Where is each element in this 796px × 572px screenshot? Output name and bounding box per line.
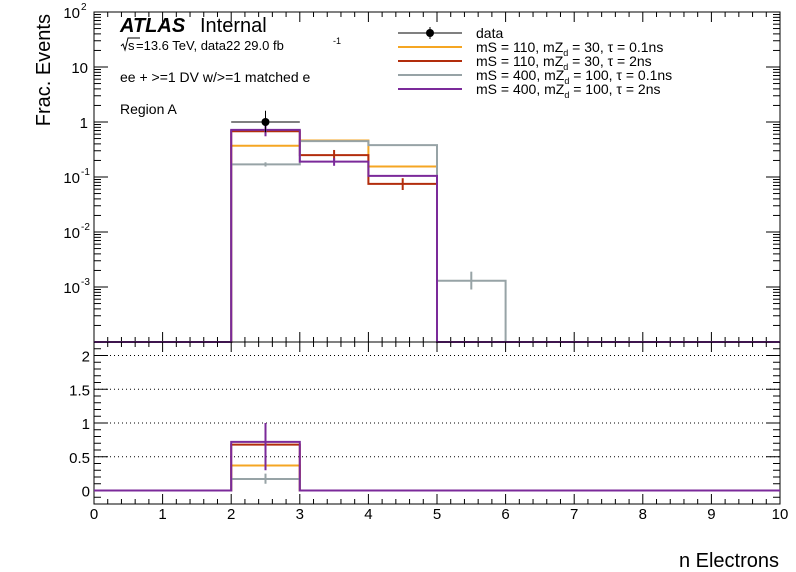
upper-y-tick-label: 10 <box>63 225 80 242</box>
status-label: Internal <box>200 15 267 37</box>
lumi-exponent: -1 <box>333 36 341 46</box>
x-tick-label: 7 <box>570 506 578 523</box>
x-axis-title: n Electrons <box>679 550 779 572</box>
region-label: Region A <box>120 101 177 117</box>
upper-y-tick-label: 10 <box>63 280 80 297</box>
legend-entry-0-label: data <box>476 25 503 41</box>
selection-label: ee + >=1 DV w/>=1 matched e <box>120 69 311 85</box>
upper-y-tick-label: 10 <box>63 5 80 22</box>
lower-histograms <box>94 423 780 492</box>
x-tick-label: 8 <box>639 506 647 523</box>
x-tick-label: 2 <box>227 506 235 523</box>
upper-y-tick-exponent: -3 <box>81 277 90 288</box>
x-tick-label: 10 <box>772 506 789 523</box>
energy-text: =13.6 TeV, data22 29.0 fb <box>136 38 284 53</box>
x-tick-label: 1 <box>158 506 166 523</box>
upper-y-tick-exponent: -2 <box>81 222 90 233</box>
legend-entry-1-label: mS = 110, mZd = 30, τ = 0.1ns <box>476 39 663 58</box>
legend-entry-2-label: mS = 110, mZd = 30, τ = 2ns <box>476 53 652 72</box>
x-axis-ticks: 0 1 2 3 4 5 6 7 8 9 10 <box>90 342 789 523</box>
lower-ticks: 0 0.5 1 1.5 2 <box>69 348 780 501</box>
y-axis-title: Frac. Events <box>33 14 55 126</box>
x-tick-label: 9 <box>707 506 715 523</box>
x-tick-label: 6 <box>501 506 509 523</box>
data-point-marker <box>261 118 270 126</box>
x-tick-label: 5 <box>433 506 441 523</box>
upper-y-tick-exponent: 2 <box>81 2 87 13</box>
lower-pad: 0 0.5 1 1.5 2 0 1 2 3 4 5 6 7 8 9 10 <box>69 341 789 523</box>
legend-entry-3-label: mS = 400, mZd = 100, τ = 0.1ns <box>476 67 672 86</box>
sqrt-symbol <box>120 37 140 52</box>
upper-y-tick-label: 1 <box>80 115 88 132</box>
energy-lumi-label: s =13.6 TeV, data22 29.0 fb -1 <box>120 36 341 53</box>
lower-y-tick-label: 1.5 <box>69 382 90 399</box>
upper-y-tick-exponent: -1 <box>81 167 90 178</box>
atlas-label: ATLAS <box>119 15 186 37</box>
lower-y-tick-label: 0.5 <box>69 450 90 467</box>
x-tick-label: 4 <box>364 506 372 523</box>
upper-data-points <box>231 110 300 133</box>
lower-y-tick-label: 2 <box>82 349 90 366</box>
upper-y-tick-label: 10 <box>63 170 80 187</box>
x-tick-label: 0 <box>90 506 98 523</box>
upper-histograms <box>94 124 780 343</box>
lower-y-tick-label: 0 <box>82 484 90 501</box>
legend-entry-4-label: mS = 400, mZd = 100, τ = 2ns <box>476 81 660 100</box>
sqrt-s-text: s <box>128 38 135 53</box>
x-tick-label: 3 <box>296 506 304 523</box>
lower-y-tick-label: 1 <box>82 416 90 433</box>
legend-data-marker <box>426 29 434 37</box>
upper-y-tick-label: 10 <box>71 60 88 77</box>
